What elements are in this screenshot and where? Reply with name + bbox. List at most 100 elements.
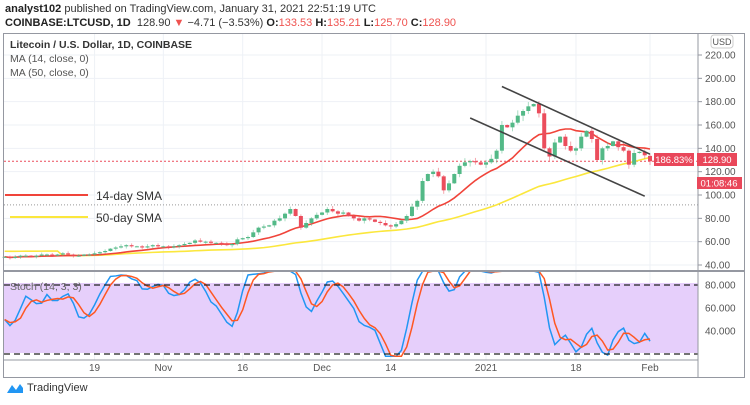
candle-body	[457, 165, 462, 175]
price-tick-label: 40.00	[705, 261, 730, 272]
candle-body	[81, 254, 86, 256]
legend-stoch[interactable]: Stoch (14, 3, 3)	[10, 281, 82, 293]
candle-body	[415, 200, 420, 207]
candle-body	[473, 161, 478, 163]
candle-body	[568, 146, 573, 151]
tradingview-logo-icon	[7, 384, 23, 393]
candle-body	[272, 220, 277, 226]
candle-body	[499, 125, 504, 151]
candle-body	[621, 147, 626, 151]
candle-body	[579, 136, 584, 149]
candle-body	[351, 216, 356, 219]
publish-line: analyst102 published on TradingView.com,…	[5, 3, 376, 15]
author[interactable]: analyst102	[5, 3, 62, 15]
candle-body	[214, 242, 219, 244]
currency-button[interactable]	[710, 34, 734, 49]
legend-ma14[interactable]: MA (14, close, 0)	[10, 53, 89, 65]
candle-body	[134, 246, 139, 248]
candle-body	[39, 254, 44, 256]
price-change: −4.71 (−3.53%)	[187, 17, 264, 29]
candle-body	[341, 212, 346, 214]
sma50-annotation: 50-day SMA	[96, 211, 162, 225]
candle-body	[346, 212, 351, 217]
price-badge-text: 128.90	[702, 155, 731, 166]
percent-badge	[654, 153, 694, 166]
candle-body	[23, 255, 28, 257]
candle-body	[542, 113, 547, 149]
candle-body	[187, 242, 192, 245]
legend-ma50[interactable]: MA (50, close, 0)	[10, 67, 89, 79]
candle-body	[494, 150, 499, 159]
candle-body	[283, 213, 288, 219]
candle-body	[113, 247, 118, 249]
price-tick-label: 120.00	[705, 167, 736, 178]
candle-body	[320, 212, 325, 215]
candle-body	[399, 220, 404, 225]
candle-body	[547, 148, 552, 157]
tradingview-logo[interactable]: TradingView	[6, 382, 88, 394]
price-tick-label: 140.00	[705, 144, 736, 155]
candle-body	[309, 218, 314, 224]
down-arrow-icon: ▼	[173, 17, 185, 29]
candle-body	[245, 237, 250, 239]
price-tick-label: 80.00	[705, 214, 730, 225]
candle-body	[510, 122, 515, 128]
candle-body	[219, 242, 224, 245]
candle-body	[536, 104, 541, 114]
candle-body	[97, 252, 102, 254]
candle-body	[314, 214, 319, 219]
candle-body	[261, 226, 266, 228]
candle-body	[50, 254, 55, 256]
stoch-d-line	[4, 270, 651, 358]
candle-body	[29, 255, 34, 257]
open-value: 133.53	[278, 17, 313, 29]
candle-body	[171, 246, 176, 248]
candle-body	[230, 244, 235, 246]
candle-body	[103, 251, 108, 253]
candle-body	[409, 206, 414, 217]
time-tick-label: Dec	[313, 363, 331, 374]
candle-body	[256, 227, 261, 233]
candle-body	[13, 256, 18, 259]
candle-body	[18, 255, 23, 257]
candle-body	[156, 245, 161, 247]
candle-body	[198, 240, 203, 242]
candle-body	[505, 125, 510, 128]
candle-body	[526, 106, 531, 112]
candle-body	[420, 181, 425, 201]
candle-body	[626, 150, 631, 165]
candle-body	[71, 254, 76, 256]
low-label: L:	[363, 17, 375, 29]
candle-body	[431, 171, 436, 175]
candle-body	[394, 224, 399, 227]
candle-body	[584, 130, 589, 137]
trendline	[501, 85, 651, 155]
candle-body	[595, 139, 600, 161]
candle-body	[240, 238, 245, 240]
candle-body	[357, 218, 362, 221]
stoch-tick-label: 80.000	[705, 281, 736, 292]
price-tick-label: 200.00	[705, 74, 736, 85]
candle-body	[610, 141, 615, 147]
price-tick-label: 180.00	[705, 97, 736, 108]
countdown-badge	[697, 177, 742, 189]
price-tick-label: 160.00	[705, 121, 736, 132]
candle-body	[372, 219, 377, 222]
candle-body	[521, 111, 526, 116]
candle-body	[124, 245, 129, 247]
price-tick-label: 60.00	[705, 237, 730, 248]
candle-body	[468, 161, 473, 163]
candle-body	[129, 245, 134, 247]
candle-body	[87, 254, 92, 256]
stoch-band	[4, 283, 698, 353]
candle-body	[383, 223, 388, 226]
chart-frame	[3, 33, 745, 378]
candle-body	[367, 218, 372, 220]
candle-body	[288, 209, 293, 214]
candle-body	[404, 216, 409, 221]
candle-body	[298, 216, 303, 228]
candle-body	[600, 148, 605, 161]
candle-body	[330, 209, 335, 212]
candle-body	[177, 245, 182, 247]
